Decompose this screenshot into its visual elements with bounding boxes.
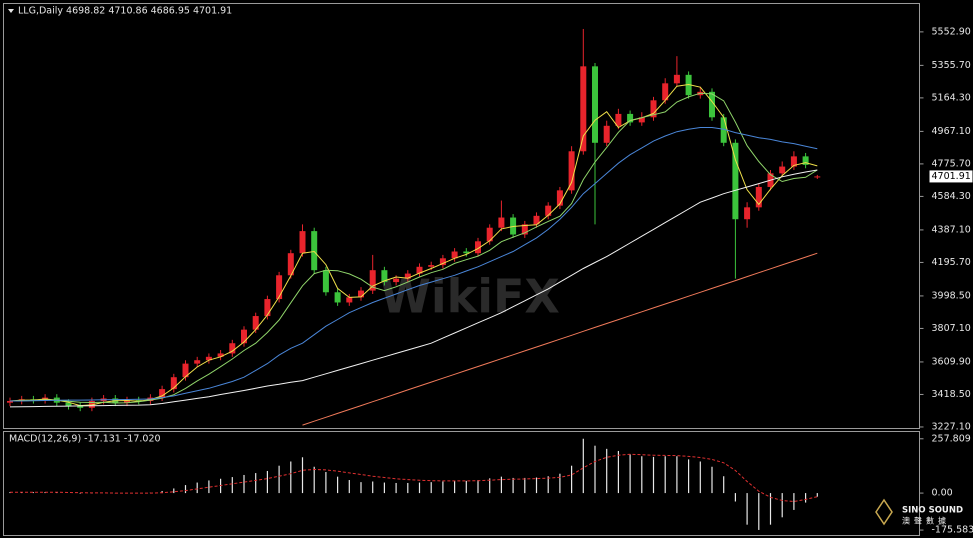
candle-body bbox=[276, 275, 283, 300]
candle-body bbox=[556, 190, 563, 206]
price-title: LLG,Daily 4698.82 4710.86 4686.95 4701.9… bbox=[18, 6, 232, 17]
candle-body bbox=[685, 74, 692, 96]
candle-body bbox=[369, 270, 376, 291]
y-tick-label: 4967.10 bbox=[932, 126, 971, 137]
candle-body bbox=[521, 224, 528, 235]
indicator-line bbox=[10, 453, 818, 503]
candle-body bbox=[182, 363, 189, 378]
y-tick-label: 4387.10 bbox=[932, 224, 971, 235]
candle-body bbox=[486, 227, 493, 242]
candle-body bbox=[673, 74, 680, 84]
candle-body bbox=[159, 389, 166, 398]
candle-body bbox=[533, 215, 540, 225]
candle-body bbox=[311, 231, 318, 271]
candle-body bbox=[241, 329, 247, 344]
candle-body bbox=[779, 166, 786, 174]
candle-body bbox=[65, 402, 72, 407]
y-tick-label: 3807.10 bbox=[932, 323, 971, 334]
candle-body bbox=[580, 66, 587, 152]
y-tick-label: 4195.70 bbox=[932, 257, 971, 268]
candle-body bbox=[416, 266, 423, 274]
candle-body bbox=[217, 353, 224, 357]
candle-body bbox=[568, 151, 575, 191]
y-tick-label: 3998.50 bbox=[932, 290, 971, 301]
candle-body bbox=[650, 100, 657, 118]
logo-text: SINO SOUND bbox=[902, 506, 963, 516]
macd-panel-frame bbox=[3, 431, 920, 536]
candle-body bbox=[264, 299, 271, 317]
candle-body bbox=[322, 270, 329, 293]
candle-body bbox=[744, 207, 751, 220]
y-tick-label: 5355.70 bbox=[932, 60, 971, 71]
last-price-box bbox=[929, 170, 973, 183]
candle-body bbox=[346, 297, 353, 303]
y-tick-label: 3227.10 bbox=[932, 421, 971, 432]
candle-body bbox=[638, 117, 645, 123]
candle-body bbox=[720, 117, 727, 143]
candle-body bbox=[381, 270, 388, 283]
candle-body bbox=[428, 265, 435, 267]
candle-body bbox=[205, 356, 212, 361]
candle-body bbox=[393, 278, 400, 283]
candle-body bbox=[135, 400, 142, 402]
y-tick-label: 3609.90 bbox=[932, 356, 971, 367]
candle-body bbox=[451, 251, 458, 259]
candle-body bbox=[299, 231, 306, 254]
candle-body bbox=[229, 343, 236, 354]
candle-body bbox=[358, 290, 364, 298]
y-tick-label: 5164.30 bbox=[932, 92, 971, 103]
candle-body bbox=[463, 251, 470, 254]
candle-body bbox=[170, 377, 177, 390]
y-tick-label: -175.583 bbox=[932, 525, 973, 536]
candle-body bbox=[662, 83, 669, 101]
candle-body bbox=[7, 400, 13, 403]
indicator-line bbox=[9, 169, 818, 408]
candle-body bbox=[194, 360, 201, 364]
indicator-line bbox=[302, 252, 818, 426]
candle-body bbox=[334, 292, 341, 303]
y-tick-label: 257.809 bbox=[932, 433, 971, 444]
candle-body bbox=[732, 142, 739, 220]
candle-body bbox=[545, 205, 552, 216]
price-panel-frame bbox=[3, 3, 920, 429]
candle-body bbox=[475, 241, 481, 254]
y-tick-label: 3418.50 bbox=[932, 389, 971, 400]
candle-body bbox=[498, 217, 505, 228]
logo-subtext: 澳聲數據 bbox=[902, 516, 950, 526]
y-tick-label: 4775.70 bbox=[932, 158, 971, 169]
indicator-line bbox=[10, 127, 818, 402]
y-tick-label: 0.00 bbox=[932, 488, 953, 499]
candle-body bbox=[252, 316, 259, 330]
candle-body bbox=[755, 186, 762, 208]
candle-body bbox=[603, 125, 610, 143]
menu-arrow bbox=[8, 9, 14, 13]
candle-body bbox=[709, 91, 715, 118]
candle-body bbox=[77, 406, 84, 408]
candle-body bbox=[790, 156, 797, 167]
y-tick-label: 4584.30 bbox=[932, 191, 971, 202]
logo-mark bbox=[875, 498, 893, 526]
candle-body bbox=[802, 156, 809, 165]
candle-body bbox=[592, 66, 598, 143]
candle-body bbox=[287, 253, 294, 276]
last-price-label: 4701.91 bbox=[932, 171, 971, 182]
macd-title: MACD(12,26,9) -17.131 -17.020 bbox=[9, 434, 161, 445]
candle-body bbox=[814, 176, 821, 178]
candle-body bbox=[439, 258, 446, 266]
indicator-line bbox=[9, 92, 818, 404]
y-tick-label: 5552.90 bbox=[932, 26, 971, 37]
candle-body bbox=[615, 113, 622, 126]
candle-body bbox=[124, 400, 130, 403]
candle-body bbox=[627, 113, 634, 123]
candle-body bbox=[404, 273, 411, 279]
